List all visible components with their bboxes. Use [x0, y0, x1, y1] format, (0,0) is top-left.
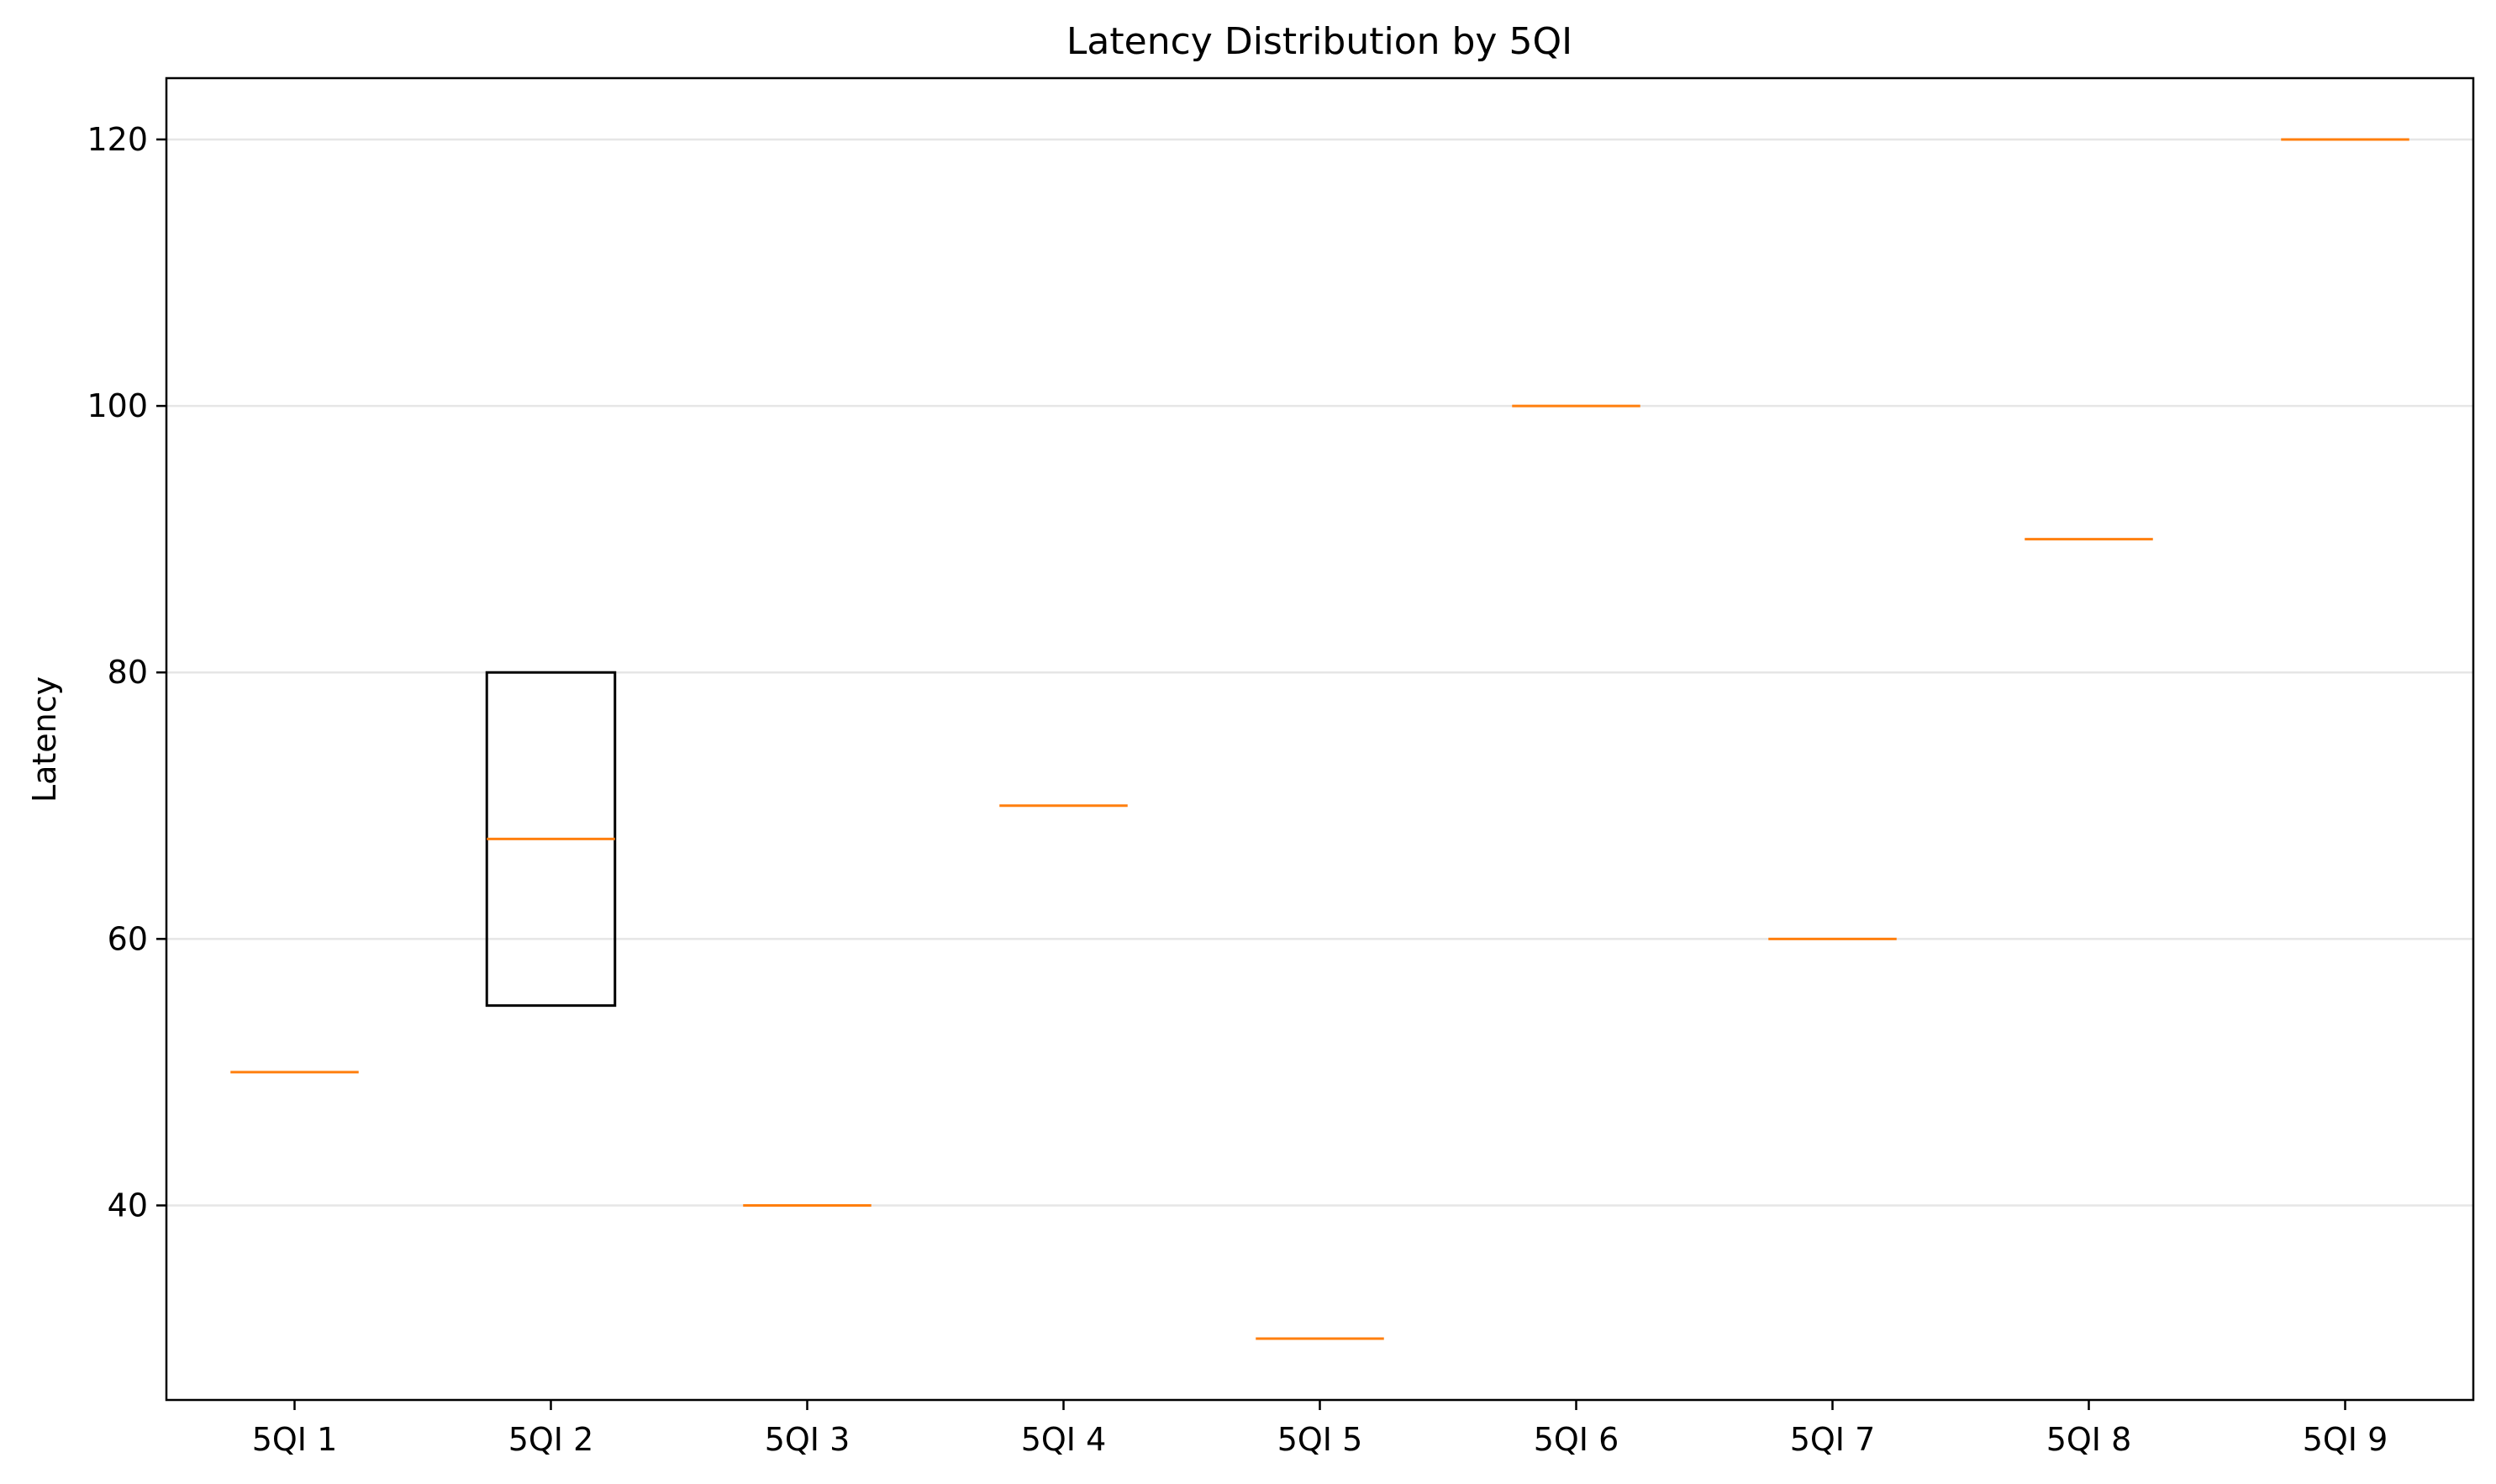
chart-title: Latency Distribution by 5QI [1066, 20, 1572, 63]
x-axis: 5QI 1 5QI 2 5QI 3 5QI 4 5QI 5 5QI 6 5QI 7 5QI 8… [252, 1400, 2388, 1458]
x-tick-label: 5QI 5 [1277, 1421, 1363, 1458]
y-tick-label: 120 [87, 121, 148, 158]
y-axis-label: Latency [26, 676, 63, 803]
x-tick-label: 5QI 2 [508, 1421, 594, 1458]
x-tick-label: 5QI 7 [1790, 1421, 1876, 1458]
x-tick-label: 5QI 4 [1021, 1421, 1107, 1458]
box-2 [485, 671, 617, 1008]
x-tick-label: 5QI 1 [252, 1421, 338, 1458]
y-tick-label: 80 [108, 654, 148, 691]
x-tick-label: 5QI 6 [1534, 1421, 1619, 1458]
x-tick-label: 5QI 9 [2303, 1421, 2388, 1458]
y-tick-label: 40 [108, 1187, 148, 1224]
x-tick-label: 5QI 8 [2046, 1421, 2132, 1458]
x-tick-label: 5QI 3 [765, 1421, 850, 1458]
boxes [230, 138, 2409, 1340]
y-tick-label: 60 [108, 920, 148, 957]
y-axis: 40 60 80 100 120 [87, 121, 166, 1224]
y-tick-label: 100 [87, 387, 148, 424]
